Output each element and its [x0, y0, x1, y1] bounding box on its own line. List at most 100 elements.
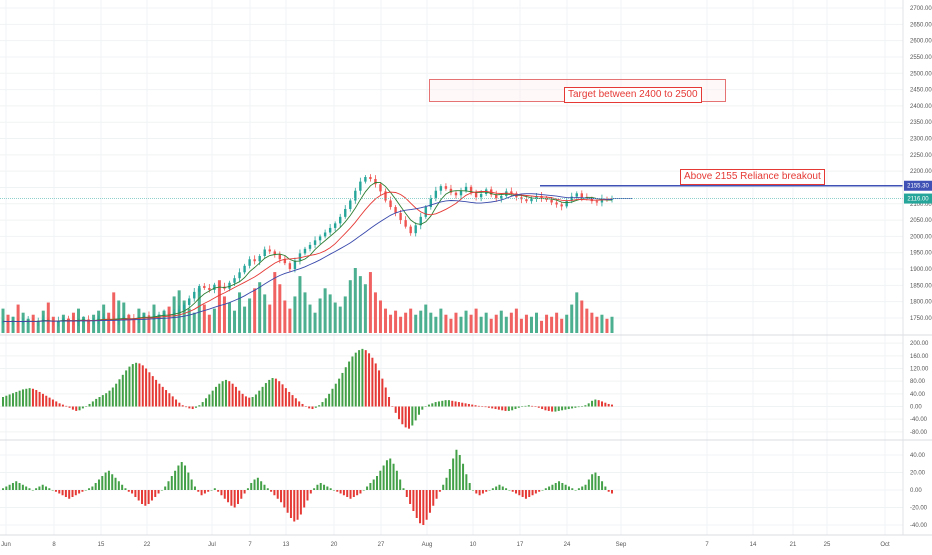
osc2-bar — [468, 483, 471, 490]
osc1-bar — [601, 401, 604, 407]
osc2-bar — [197, 490, 200, 492]
osc1-bar — [155, 379, 158, 407]
osc1-bar — [607, 403, 610, 407]
osc1-bar — [135, 362, 138, 407]
volume-bar — [298, 276, 302, 333]
x-tick-label: 22 — [144, 542, 151, 548]
osc2-bar — [342, 490, 345, 496]
candle-body — [122, 316, 125, 319]
osc1-bar — [198, 405, 201, 407]
osc2-bar — [97, 479, 100, 490]
candle-body — [444, 186, 448, 189]
osc1-bar — [61, 404, 64, 407]
volume-bar — [338, 306, 342, 333]
osc2-bar — [402, 488, 405, 490]
osc1-bar — [391, 406, 394, 407]
osc2-bar — [104, 472, 107, 490]
osc2-bar — [491, 488, 494, 490]
x-tick-label: Jul — [208, 542, 216, 548]
osc2-bar — [296, 490, 299, 520]
osc1-bar — [141, 365, 144, 407]
candle-body — [268, 249, 271, 252]
osc1-bar — [218, 383, 221, 407]
osc2-bar — [84, 490, 87, 491]
osc1-bar — [374, 363, 377, 407]
osc2-bar — [266, 488, 269, 490]
candle-body — [459, 190, 463, 196]
candle-body — [600, 198, 604, 203]
osc2-bar — [117, 481, 120, 490]
candle-body — [424, 207, 427, 217]
osc1-tick-label: 200.00 — [910, 341, 929, 347]
candle-body — [248, 259, 251, 266]
osc1-bar — [118, 379, 121, 407]
volume-bar — [595, 316, 599, 333]
osc1-bar — [185, 406, 188, 408]
candle-body — [525, 199, 528, 202]
candle-body — [1, 321, 5, 323]
osc1-bar — [491, 406, 494, 409]
candle-body — [394, 207, 397, 213]
osc2-bar — [442, 484, 445, 490]
osc2-bar — [299, 490, 302, 515]
osc2-bar — [435, 490, 438, 499]
target-annotation[interactable]: Target between 2400 to 2500 — [564, 87, 702, 103]
osc1-bar — [311, 406, 314, 410]
osc1-bar — [597, 400, 600, 407]
osc1-bar — [551, 406, 554, 412]
osc1-bar — [398, 406, 401, 420]
osc1-bar — [381, 378, 384, 407]
osc1-bar — [68, 406, 71, 408]
volume-bar — [610, 316, 614, 333]
osc1-bar — [128, 366, 131, 407]
osc1-bar — [444, 400, 447, 407]
volume-bar — [358, 276, 362, 333]
candle-body — [142, 315, 146, 318]
osc1-bar — [421, 406, 424, 410]
osc2-tick-label: 0.00 — [910, 488, 922, 494]
osc1-bar — [521, 406, 524, 407]
osc1-bar — [261, 386, 264, 407]
candle-body — [434, 190, 438, 198]
candle-body — [167, 313, 171, 315]
volume-bar — [524, 314, 528, 333]
candle-body — [97, 318, 100, 320]
volume-bar — [238, 292, 242, 333]
osc2-bar — [147, 490, 150, 504]
osc2-bar — [64, 490, 67, 497]
candle-body — [339, 216, 342, 224]
candle-body — [67, 318, 70, 320]
price-tick-label: 2650.00 — [910, 22, 932, 28]
volume-bar — [389, 314, 393, 333]
osc2-bar — [478, 490, 481, 496]
osc2-bar — [58, 490, 61, 494]
price-tick-label: 2100.00 — [910, 202, 932, 208]
osc2-bar — [243, 490, 246, 494]
candle-body — [253, 259, 256, 262]
osc2-bar — [177, 465, 180, 490]
volume-bar — [353, 268, 357, 333]
osc1-bar — [564, 406, 567, 410]
candle-body — [228, 282, 231, 289]
candle-body — [278, 254, 282, 260]
volume-bar — [112, 292, 116, 333]
last-price-badge — [904, 193, 932, 204]
osc2-bar — [574, 490, 577, 491]
volume-bar — [605, 318, 609, 333]
osc1-bar — [264, 383, 267, 407]
x-tick-label: 25 — [824, 542, 831, 548]
osc1-bar — [591, 400, 594, 407]
osc1-bar — [497, 406, 500, 410]
osc1-bar — [271, 378, 274, 407]
osc2-bar — [54, 490, 57, 492]
breakout-annotation[interactable]: Above 2155 Reliance breakout — [680, 169, 825, 185]
osc1-bar — [541, 406, 544, 410]
candle-body — [303, 248, 307, 254]
osc2-bar — [505, 488, 508, 490]
osc1-bar — [584, 405, 587, 407]
volume-bar — [394, 310, 398, 333]
candle-body — [172, 312, 176, 315]
osc2-bar — [25, 486, 28, 490]
candle-body — [374, 178, 377, 185]
